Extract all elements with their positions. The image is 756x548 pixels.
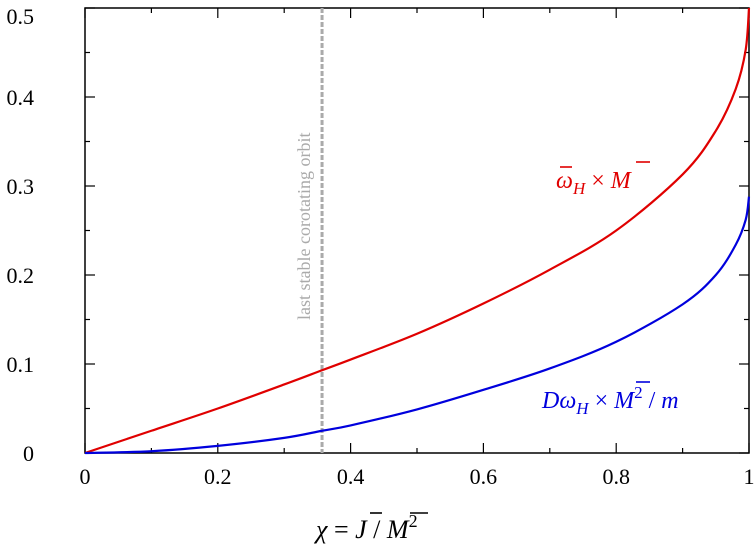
times-symbol: × (585, 168, 611, 194)
chi-symbol: χ (313, 515, 328, 544)
axis-tick-labels: 0 0.2 0.4 0.6 0.8 1 0 0.1 0.2 0.3 0.4 0.5 (7, 4, 755, 489)
mass-symbol: M (610, 168, 633, 194)
y-tick-label: 0 (23, 441, 34, 466)
y-tick-label: 0.1 (7, 352, 35, 377)
plot-frame (84, 7, 750, 454)
y-tick-label: 0.3 (7, 174, 35, 199)
mass-symbol: M (386, 515, 410, 544)
omega-symbol: ω (559, 388, 576, 414)
mass-symbol: M (613, 388, 636, 414)
subscript-h: H (572, 179, 587, 198)
y-tick-label: 0.2 (7, 263, 35, 288)
x-tick-label: 1 (744, 464, 755, 489)
series-omega-h-line (84, 7, 751, 455)
omega-symbol: ω (556, 168, 573, 194)
x-tick-label: 0.8 (602, 464, 630, 489)
x-tick-label: 0.2 (204, 464, 232, 489)
exponent-2: 2 (634, 383, 643, 402)
d-symbol: D (541, 388, 559, 414)
x-tick-label: 0.6 (470, 464, 498, 489)
j-symbol: J (355, 515, 368, 544)
x-tick-label: 0.4 (337, 464, 365, 489)
last-stable-orbit-label: last stable corotating orbit (294, 133, 314, 320)
y-tick-label: 0.5 (7, 4, 35, 29)
x-tick-label: 0 (80, 464, 91, 489)
exponent-2: 2 (409, 511, 418, 531)
times-symbol: × (589, 388, 615, 414)
m-symbol: m (661, 388, 678, 414)
equals-symbol: = (327, 515, 355, 544)
series-omega-h-label: ωH × M (556, 168, 633, 198)
subscript-h: H (575, 399, 590, 418)
x-axis-label: χ = J / M2 (313, 511, 418, 544)
slash-symbol: / (643, 388, 662, 414)
axis-ticks (84, 7, 750, 454)
slash-symbol: / (367, 515, 387, 544)
series-d-omega-h-line (84, 196, 751, 455)
series-d-omega-h-label: DωH × M2 / m (541, 383, 679, 418)
y-tick-label: 0.4 (7, 85, 35, 110)
